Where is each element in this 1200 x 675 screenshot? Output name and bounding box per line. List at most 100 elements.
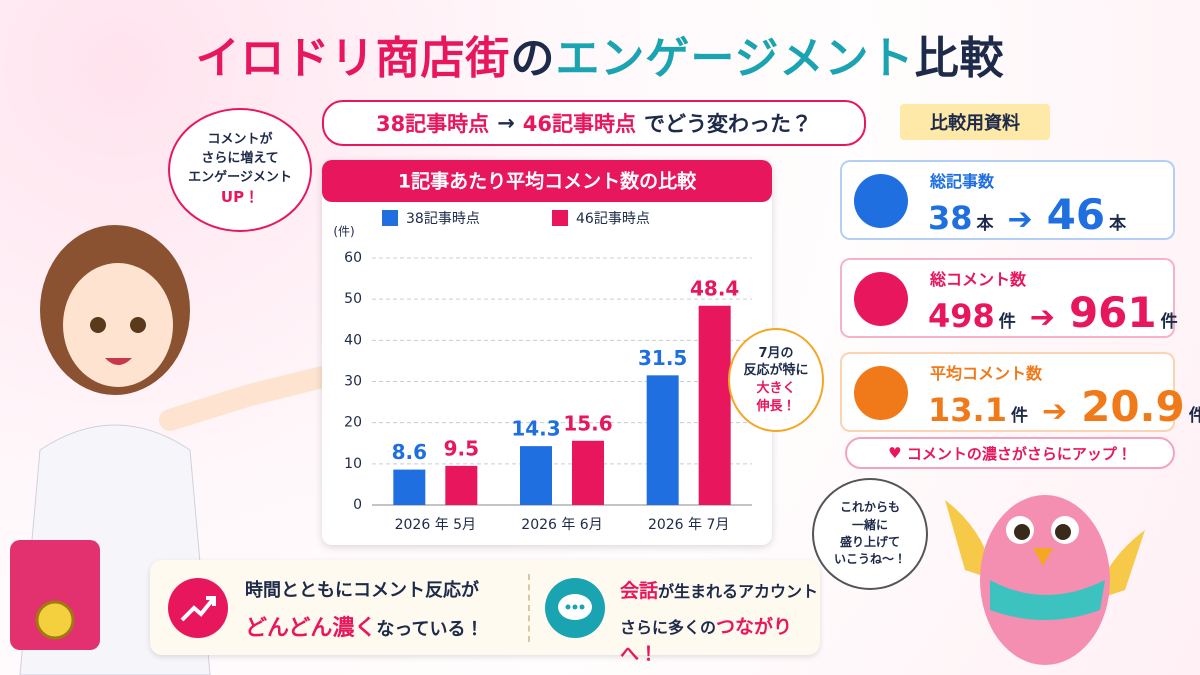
character-illustration xyxy=(10,225,330,675)
bottom-panel: 時間とともにコメント反応が どんどん濃くなっている！ 会話が生まれるアカウント … xyxy=(150,560,820,665)
value-label: 15.6 xyxy=(563,411,612,435)
stat-label: 総コメント数 xyxy=(930,270,1027,289)
chart-panel: 1記事あたり平均コメント数の比較 (件) 38記事時点 46記事時点 0 10 20 30… xyxy=(322,160,772,545)
chat-icon xyxy=(545,578,605,638)
annotation-line: 大きく xyxy=(756,381,796,396)
chart: 1記事あたり平均コメント数の比較 (件) 38記事時点 46記事時点 0 10 20 30… xyxy=(322,160,772,533)
annotation-bubble: 7月の 反応が特に 大きく 伸長！ xyxy=(728,328,824,432)
y-tick-label: 40 xyxy=(344,332,362,348)
speech-bubble: コメントが さらに増えて エンゲージメント UP！ xyxy=(168,108,312,232)
value-label: 8.6 xyxy=(392,440,427,464)
x-tick-label: 2026 年 6月 xyxy=(521,517,602,533)
legend-swatch xyxy=(552,210,568,226)
stat-from: 498 xyxy=(928,297,995,335)
bubble-line: コメントが xyxy=(207,131,273,147)
annotation-line: 伸長！ xyxy=(756,398,796,414)
stat-to: 20.9 xyxy=(1081,382,1185,431)
trend-icon xyxy=(168,578,228,638)
title-part: 比較 xyxy=(914,33,1005,84)
bottom-right-line1: 会話が生まれるアカウント xyxy=(620,576,818,603)
stat-arrow: ➔ xyxy=(1007,202,1033,237)
title: イロドリ商店街のエンゲージメント比較 xyxy=(0,22,1200,86)
emphasis: 会話 xyxy=(620,580,659,602)
emphasis: どんどん濃く xyxy=(245,616,377,641)
legend-swatch xyxy=(382,210,398,226)
y-tick-label: 10 xyxy=(344,456,362,472)
bar xyxy=(393,469,426,505)
stat-unit: 件 xyxy=(1010,406,1028,426)
stat-to: 46 xyxy=(1046,190,1106,239)
bar xyxy=(646,375,679,505)
stats-note-text: コメントの濃さがさらにアップ！ xyxy=(906,444,1132,463)
value-label: 9.5 xyxy=(444,436,479,460)
stat-values: 38 本 ➔ 46 本 xyxy=(928,190,1126,239)
emphasis: つながりへ！ xyxy=(620,616,793,665)
divider xyxy=(528,574,530,642)
bar xyxy=(572,440,604,505)
chart-title-banner xyxy=(322,160,772,202)
subtitle-part: 38記事時点 xyxy=(375,112,490,136)
stat-label: 平均コメント数 xyxy=(930,364,1043,383)
legend-label: 46記事時点 xyxy=(576,211,650,227)
y-tick-label: 0 xyxy=(353,497,362,513)
y-tick-label: 50 xyxy=(344,291,362,307)
annotation-line: 反応が特に xyxy=(743,363,809,379)
stat-arrow: ➔ xyxy=(1041,394,1068,429)
stat-card: 平均コメント数 13.1 件 ➔ 20.9 件 xyxy=(840,352,1200,432)
tag: 比較用資料 xyxy=(900,104,1050,140)
subtitle-arrow: → xyxy=(497,111,515,135)
annotation-line: 7月の xyxy=(758,345,794,361)
stat-from: 13.1 xyxy=(928,391,1007,429)
stat-to: 961 xyxy=(1068,288,1157,337)
chart-title: 1記事あたり平均コメント数の比較 xyxy=(398,170,697,193)
value-label: 48.4 xyxy=(690,276,739,300)
stat-card: 総記事数 38 本 ➔ 46 本 xyxy=(840,160,1175,240)
stats-note: ♥ コメントの濃さがさらにアップ！ xyxy=(845,437,1175,469)
bottom-left-line2: どんどん濃くなっている！ xyxy=(245,610,483,642)
stat-unit: 本 xyxy=(976,214,994,234)
bubble-line: さらに増えて xyxy=(201,150,279,166)
value-label: 31.5 xyxy=(638,346,687,370)
stat-icon xyxy=(854,272,908,326)
subtitle: 38記事時点 → 46記事時点 でどう変わった？ xyxy=(322,100,866,146)
bottom-left-line1: 時間とともにコメント反応が xyxy=(245,580,479,601)
title-part: イロドリ商店街 xyxy=(195,33,511,84)
bar xyxy=(698,305,731,505)
text: が生まれるアカウント xyxy=(658,582,819,601)
bubble-line: UP！ xyxy=(220,188,260,207)
stat-values: 13.1 件 ➔ 20.9 件 xyxy=(928,382,1200,431)
value-label: 14.3 xyxy=(511,417,560,441)
text: なっている！ xyxy=(376,619,484,640)
legend-label: 38記事時点 xyxy=(406,211,480,227)
stat-unit: 件 xyxy=(1188,406,1200,426)
title-part: エンゲージメント xyxy=(555,33,915,84)
bird-bubble: これからも 一緒に 盛り上げて いこうね〜！ xyxy=(812,478,928,590)
stat-unit: 件 xyxy=(1160,312,1178,332)
stat-icon xyxy=(854,174,908,228)
title-part: の xyxy=(510,33,556,84)
x-tick-label: 2026 年 7月 xyxy=(648,517,729,533)
bird-line: これからも xyxy=(839,500,900,515)
y-tick-label: 20 xyxy=(344,415,362,431)
y-axis-label: (件) xyxy=(333,225,354,239)
x-tick-label: 2026 年 5月 xyxy=(395,517,476,533)
stat-label: 総記事数 xyxy=(930,172,995,191)
bubble-line: エンゲージメント xyxy=(188,169,292,185)
stat-card: 総コメント数 498 件 ➔ 961 件 xyxy=(840,258,1178,338)
bird-line: 盛り上げて xyxy=(839,535,900,549)
stat-unit: 件 xyxy=(998,312,1016,332)
subtitle-part: でどう変わった？ xyxy=(644,112,813,136)
bird-line: いこうね〜！ xyxy=(833,552,906,567)
bird-line: 一緒に xyxy=(851,517,888,532)
stat-icon xyxy=(854,366,908,420)
stat-from: 38 xyxy=(928,199,973,237)
stat-arrow: ➔ xyxy=(1029,300,1055,335)
stat-unit: 本 xyxy=(1109,214,1127,234)
bar xyxy=(520,446,552,505)
y-tick-label: 30 xyxy=(344,374,362,390)
bird-illustration xyxy=(945,495,1145,665)
subtitle-part: 46記事時点 xyxy=(522,112,637,136)
y-tick-label: 60 xyxy=(344,250,362,266)
bar xyxy=(445,465,478,505)
